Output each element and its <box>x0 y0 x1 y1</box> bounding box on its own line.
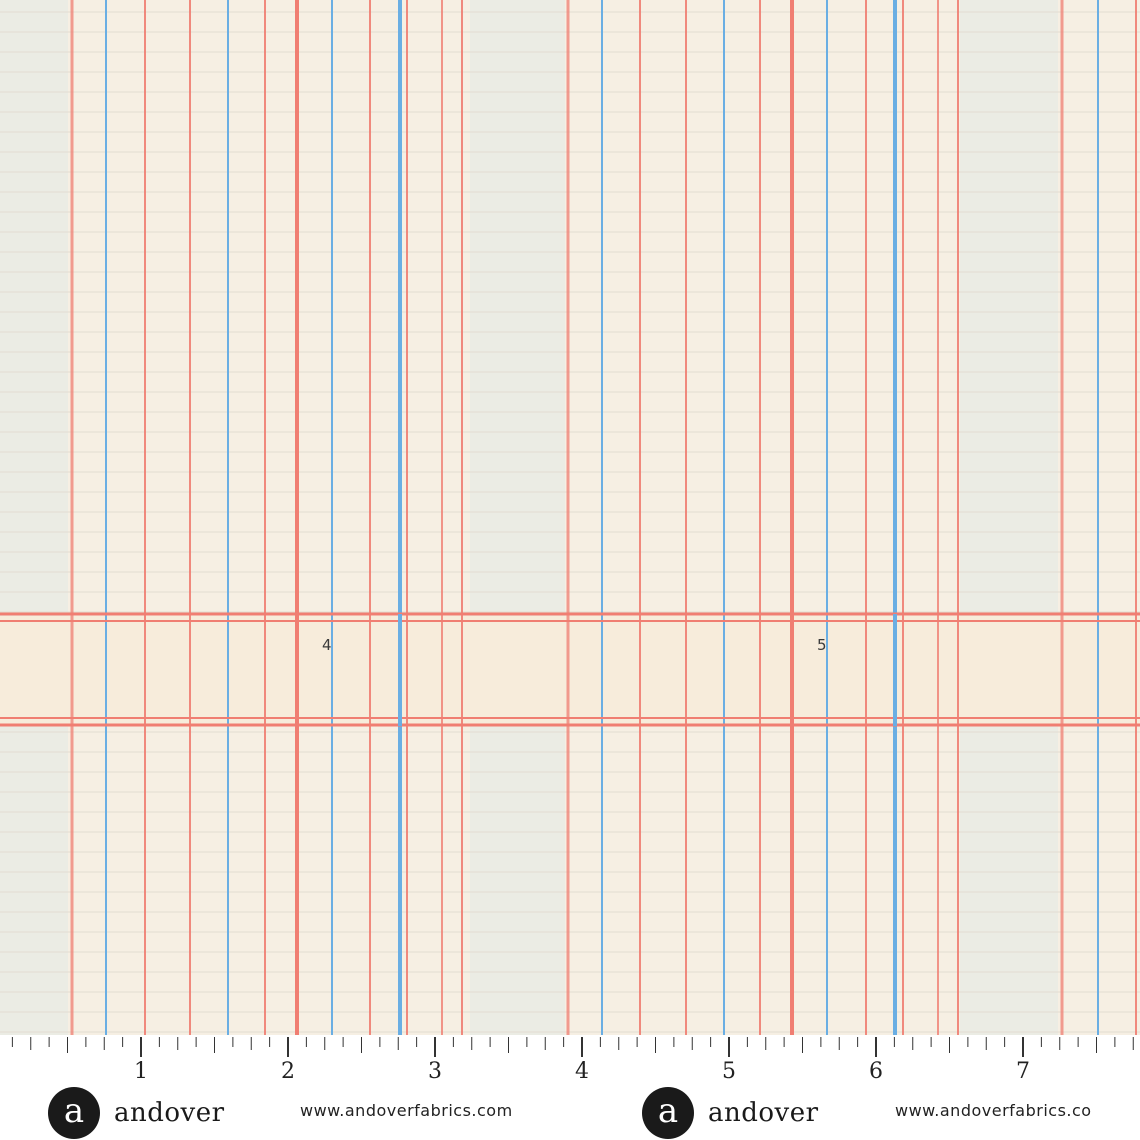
band-label-4: 4 <box>322 636 332 654</box>
brand-url: www.andoverfabrics.com <box>300 1101 513 1120</box>
ruler-number-4: 4 <box>575 1059 589 1084</box>
ledger-plaid-fabric: 4 5 <box>0 0 1140 1035</box>
light-stripe <box>470 0 565 1035</box>
plaid-pattern <box>0 0 1140 1035</box>
ruler-number-5: 5 <box>722 1059 736 1084</box>
andover-logo-icon: a <box>48 1087 100 1139</box>
brand-url: www.andoverfabrics.co <box>895 1101 1092 1120</box>
horizontal-band <box>0 616 1140 724</box>
brand-name: andover <box>114 1098 225 1128</box>
band-label-5: 5 <box>817 636 827 654</box>
ruler-number-3: 3 <box>428 1059 442 1084</box>
andover-logo-icon: a <box>642 1087 694 1139</box>
ruler-ticks <box>11 1037 1134 1057</box>
andover-watermark-left: a andover <box>48 1087 225 1139</box>
ruler-number-1: 1 <box>134 1059 148 1084</box>
ruler-number-7: 7 <box>1016 1059 1030 1084</box>
brand-name: andover <box>708 1098 819 1128</box>
light-stripe <box>960 0 1058 1035</box>
ruler-number-2: 2 <box>281 1059 295 1084</box>
light-stripe <box>0 0 68 1035</box>
andover-watermark-right: a andover <box>642 1087 819 1139</box>
inch-ruler: 1 2 3 4 5 6 7 a andover www.andoverfabri… <box>0 1035 1140 1140</box>
ruler-number-6: 6 <box>869 1059 883 1084</box>
